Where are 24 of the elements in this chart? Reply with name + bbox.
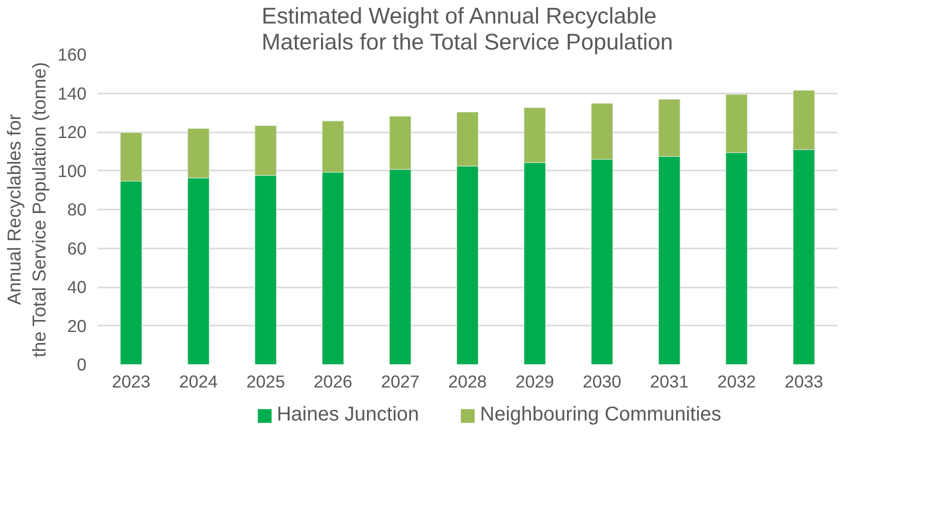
y-tick-label: 60: [67, 238, 87, 258]
y-tick-label: 140: [58, 83, 87, 104]
chart-title: Estimated Weight of Annual Recyclable Materials for the Total Service Population: [262, 2, 673, 54]
x-tick-label: 2033: [784, 372, 824, 392]
x-tick-label: 2024: [179, 372, 218, 392]
y-axis-title: Annual Recyclables for the Total Service Population (tonne): [3, 62, 50, 358]
x-tick-label: 2028: [448, 372, 487, 392]
x-tick-label: 2029: [516, 372, 554, 392]
y-tick-label: 120: [58, 122, 87, 142]
x-tick-label: 2027: [380, 372, 420, 392]
y-tick-label: 40: [67, 277, 87, 297]
y-tick-label: 20: [67, 316, 87, 336]
x-tick-label: 2026: [314, 372, 352, 392]
y-tick-label: 160: [58, 44, 87, 64]
legend-label: Haines Junction: [276, 404, 420, 426]
x-tick-label: 2030: [582, 372, 622, 392]
x-tick-label: 2032: [717, 372, 756, 392]
y-tick-label: 100: [58, 160, 87, 181]
y-tick-label: 0: [76, 354, 87, 374]
x-tick-label: 2031: [650, 372, 689, 392]
x-tick-label: 2023: [112, 372, 150, 392]
legend-label: Neighbouring Communities: [480, 404, 722, 426]
x-tick-label: 2025: [246, 372, 285, 392]
y-tick-label: 80: [67, 200, 87, 220]
